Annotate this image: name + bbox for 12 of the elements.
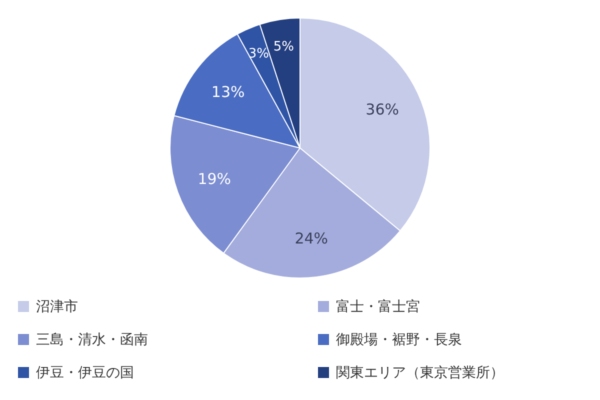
legend-label: 富士・富士宮	[336, 299, 420, 315]
legend-label: 沼津市	[36, 299, 78, 315]
data-label: 36%	[366, 100, 400, 118]
legend-label: 関東エリア（東京営業所）	[336, 365, 504, 381]
data-label: 24%	[294, 229, 328, 248]
data-label: 3%	[248, 46, 270, 62]
data-label: 5%	[273, 39, 294, 54]
data-label: 13%	[211, 83, 245, 102]
data-label: 19%	[198, 170, 232, 188]
legend-label: 三島・清水・函南	[36, 332, 148, 348]
legend-label: 伊豆・伊豆の国	[36, 365, 134, 381]
legend-label: 御殿場・裾野・長泉	[336, 332, 462, 348]
